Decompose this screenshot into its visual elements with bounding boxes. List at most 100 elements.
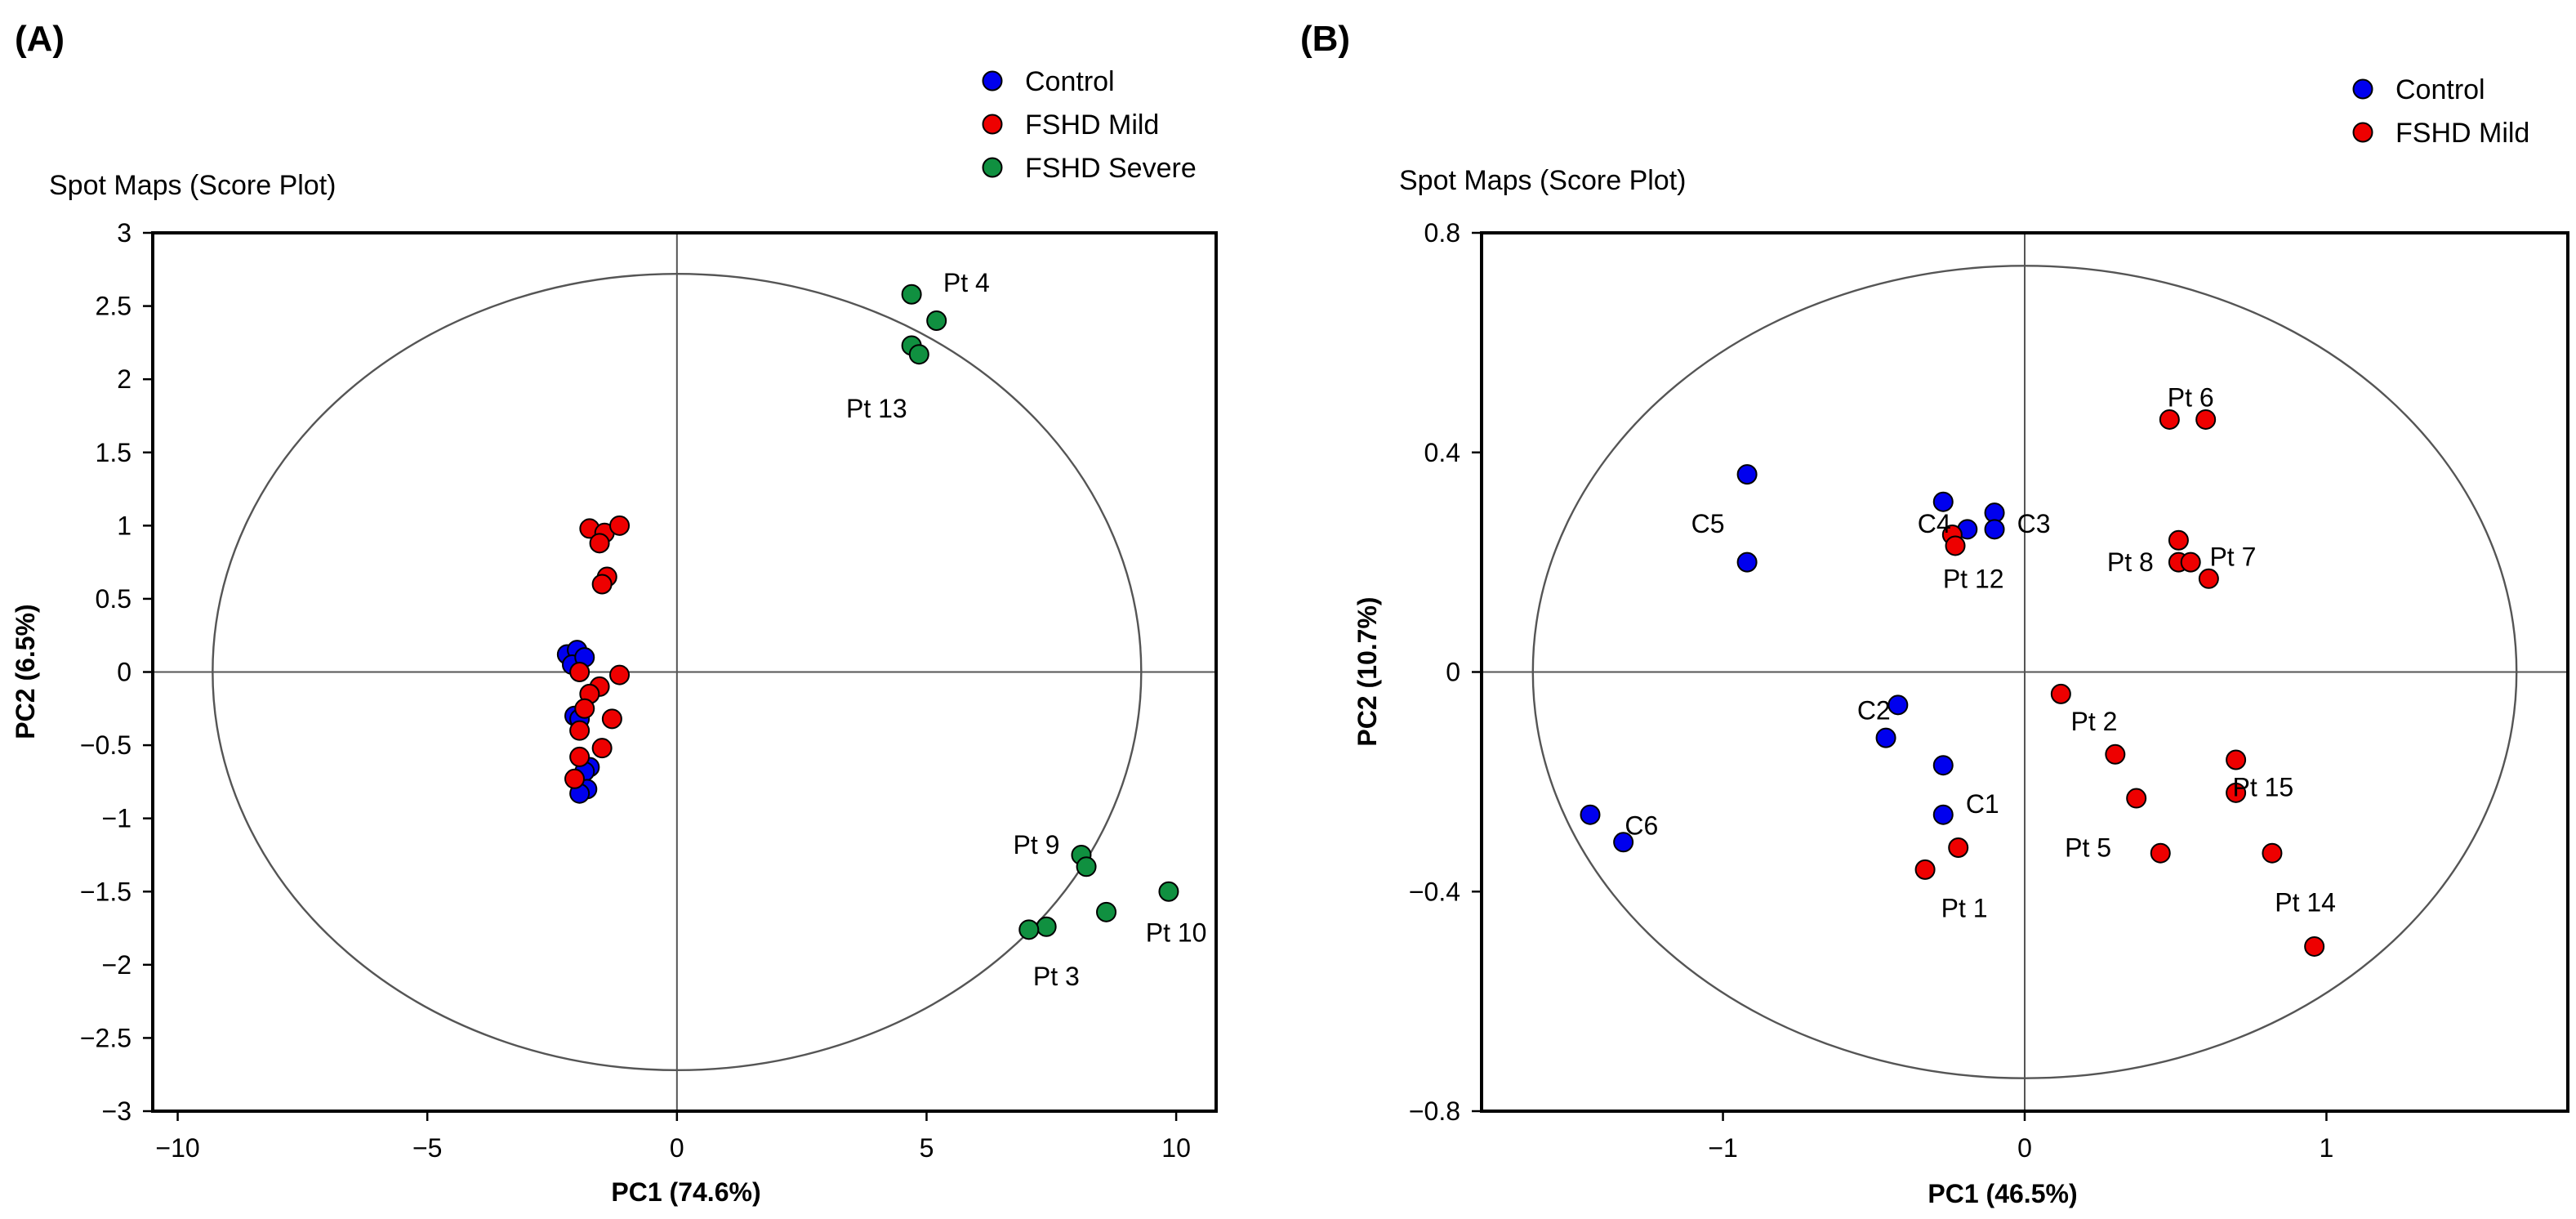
- point-annotation: C5: [1691, 509, 1725, 538]
- point-annotation: C4: [1918, 509, 1951, 538]
- point-control: [1932, 491, 1954, 512]
- point-fshd-mild: [1948, 837, 1969, 858]
- y-tick-label: 3: [117, 218, 131, 248]
- legend-label-control: Control: [2396, 74, 2485, 105]
- point-fshd-mild: [2226, 782, 2247, 803]
- legend-label-fshd-severe: FSHD Severe: [1025, 153, 1197, 184]
- point-annotation: Pt 9: [1013, 830, 1059, 860]
- point-fshd-mild: [589, 533, 610, 554]
- y-tick-label: 0: [117, 658, 131, 687]
- point-annotation: C1: [1966, 789, 1999, 819]
- legend-label-fshd-mild: FSHD Mild: [2396, 118, 2529, 149]
- x-axis-label: PC1 (46.5%): [1928, 1179, 2077, 1208]
- y-tick-label: 0.5: [96, 584, 131, 614]
- point-fshd-mild: [601, 708, 622, 730]
- point-fshd-mild: [2198, 568, 2219, 589]
- x-tick-label: 10: [1161, 1133, 1191, 1163]
- point-fshd-mild: [569, 662, 591, 682]
- x-tick-label: −1: [1708, 1133, 1737, 1163]
- point-annotation: Pt 3: [1033, 962, 1080, 991]
- point-fshd-severe: [1158, 881, 1179, 902]
- point-annotation: Pt 13: [846, 394, 907, 423]
- y-tick-label: −3: [102, 1096, 131, 1126]
- point-annotation: Pt 15: [2233, 773, 2294, 802]
- point-fshd-mild: [609, 515, 631, 536]
- point-fshd-severe: [926, 310, 947, 331]
- legend-marker-control: [2352, 78, 2373, 100]
- point-annotation: Pt 10: [1146, 918, 1207, 947]
- y-tick-label: 2.5: [96, 292, 131, 321]
- point-fshd-mild: [2180, 551, 2201, 573]
- y-tick-label: 1.5: [96, 438, 131, 467]
- point-annotation: C6: [1624, 811, 1658, 841]
- point-fshd-mild: [2262, 842, 2283, 864]
- x-tick-label: −10: [155, 1133, 199, 1163]
- y-tick-label: 0: [1446, 658, 1460, 687]
- panel-label: (B): [1300, 19, 1350, 59]
- point-control: [1613, 832, 1634, 853]
- legend-marker-control: [982, 70, 1003, 92]
- y-tick-label: 0.4: [1424, 438, 1460, 467]
- point-control: [1932, 755, 1954, 776]
- point-fshd-mild: [2195, 409, 2217, 430]
- x-tick-label: 0: [670, 1133, 684, 1163]
- point-fshd-mild: [1945, 535, 1966, 556]
- y-axis-label: PC2 (6.5%): [11, 604, 40, 739]
- point-fshd-mild: [2226, 749, 2247, 770]
- point-control: [1736, 464, 1758, 485]
- x-tick-label: 5: [920, 1133, 934, 1163]
- point-fshd-mild: [2126, 788, 2147, 809]
- y-tick-label: −0.5: [80, 730, 131, 760]
- y-tick-label: 0.8: [1424, 218, 1460, 248]
- point-fshd-severe: [1036, 916, 1057, 937]
- chart-title: Spot Maps (Score Plot): [49, 170, 336, 201]
- point-fshd-mild: [564, 768, 586, 789]
- point-fshd-severe: [1018, 919, 1040, 940]
- point-fshd-mild: [2105, 743, 2126, 765]
- legend-marker-fshd-severe: [982, 157, 1003, 178]
- point-annotation: Pt 1: [1941, 893, 1988, 922]
- panel-label: (A): [15, 19, 65, 59]
- point-fshd-severe: [1096, 901, 1117, 922]
- y-tick-label: 2: [117, 364, 131, 394]
- x-tick-label: 1: [2320, 1133, 2334, 1163]
- x-axis-label: PC1 (74.6%): [611, 1177, 760, 1207]
- legend-marker-fshd-mild: [982, 114, 1003, 135]
- point-annotation: Pt 6: [2168, 383, 2214, 413]
- point-annotation: Pt 2: [2071, 707, 2118, 736]
- point-fshd-mild: [591, 738, 613, 759]
- point-annotation: Pt 4: [943, 268, 990, 297]
- y-tick-label: −2.5: [80, 1023, 131, 1052]
- y-tick-label: 1: [117, 511, 131, 540]
- point-control: [1932, 804, 1954, 825]
- point-annotation: Pt 8: [2107, 547, 2154, 577]
- legend-marker-fshd-mild: [2352, 122, 2373, 143]
- point-fshd-severe: [908, 344, 929, 365]
- point-fshd-mild: [574, 698, 595, 719]
- panel-a: (A) Spot Maps (Score Plot) 3 2.5 2 1.5 1 0.5 0 −0…: [11, 19, 1218, 1207]
- point-fshd-mild: [569, 720, 591, 741]
- legend-label-control: Control: [1025, 66, 1115, 97]
- y-tick-label: −0.8: [1409, 1096, 1460, 1126]
- point-fshd-mild: [2304, 935, 2325, 957]
- point-control: [1887, 694, 1909, 716]
- panel-b: (B) Spot Maps (Score Plot) 0.8 0.4 0 −0.4 −0.8…: [1300, 19, 2569, 1208]
- x-tick-label: 0: [2017, 1133, 2032, 1163]
- y-axis-label: PC2 (10.7%): [1353, 596, 1382, 746]
- point-fshd-severe: [901, 284, 922, 305]
- point-control: [1984, 519, 2005, 540]
- y-tick-label: −0.4: [1409, 877, 1460, 906]
- point-control: [1736, 551, 1758, 573]
- point-fshd-mild: [2168, 529, 2189, 551]
- point-fshd-mild: [2159, 409, 2180, 430]
- y-tick-label: −1: [102, 804, 131, 833]
- point-annotation: Pt 12: [1943, 564, 2004, 593]
- y-tick-label: −2: [102, 950, 131, 980]
- chart-title: Spot Maps (Score Plot): [1399, 165, 1686, 196]
- legend-label-fshd-mild: FSHD Mild: [1025, 109, 1159, 141]
- point-fshd-mild: [1914, 859, 1936, 880]
- point-fshd-mild: [2050, 683, 2071, 704]
- point-fshd-mild: [569, 746, 591, 767]
- point-annotation: Pt 14: [2275, 888, 2336, 918]
- point-fshd-severe: [1076, 856, 1097, 877]
